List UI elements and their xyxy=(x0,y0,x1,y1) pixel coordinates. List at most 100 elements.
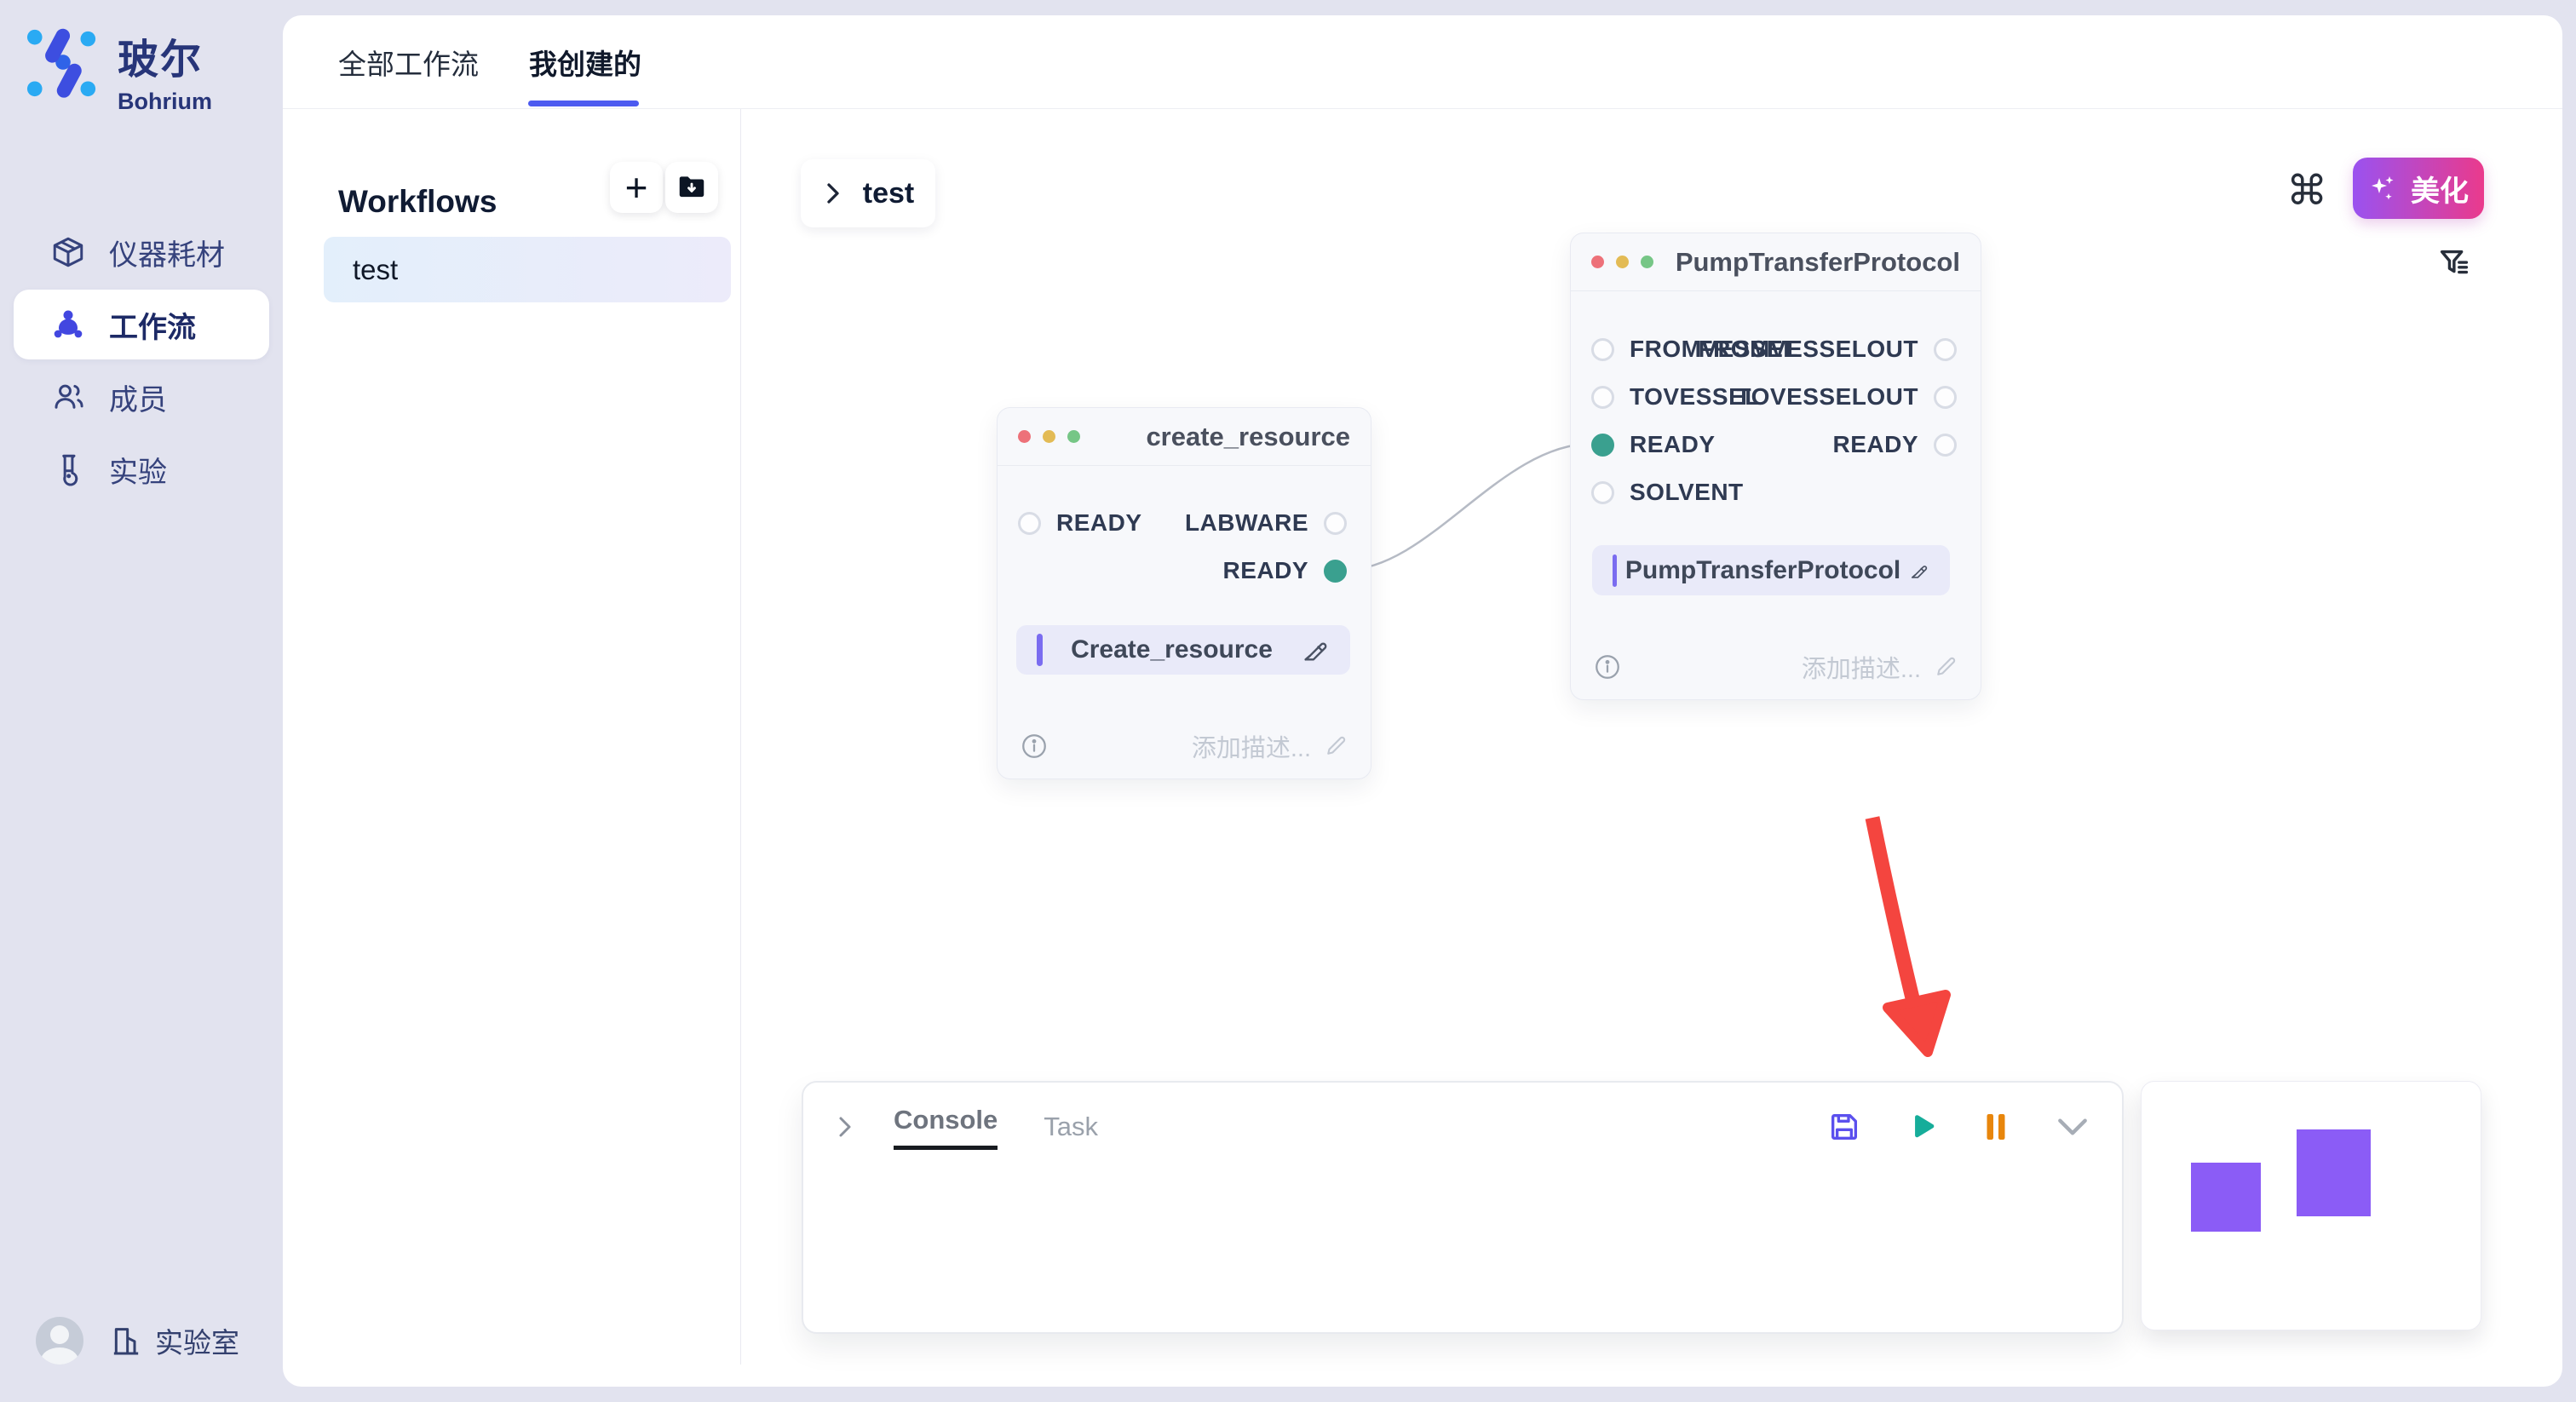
edit-icon[interactable] xyxy=(1301,635,1330,664)
port-circle[interactable] xyxy=(1934,337,1957,361)
user-avatar[interactable] xyxy=(36,1317,83,1365)
collapse-button[interactable] xyxy=(2054,1114,2091,1140)
play-icon xyxy=(1915,1115,1935,1138)
output-port-labware[interactable]: LABWARE xyxy=(1185,509,1347,537)
lab-selector[interactable]: 实验室 xyxy=(109,1320,239,1361)
node-title: create_resource xyxy=(1146,421,1350,451)
beautify-button[interactable]: 美化 xyxy=(2353,158,2484,219)
pill-label: Create_resource xyxy=(1071,635,1273,664)
beautify-label: 美化 xyxy=(2411,175,2469,208)
sidebar-item-label: 工作流 xyxy=(109,311,196,344)
port-circle-connected[interactable] xyxy=(1324,559,1347,583)
node-footer: 添加描述... xyxy=(1020,728,1348,764)
chevron-down-icon xyxy=(2058,1118,2087,1135)
active-tab-indicator xyxy=(528,101,639,106)
main-header: 全部工作流 我创建的 xyxy=(283,15,2562,109)
node-pump-transfer-protocol[interactable]: PumpTransferProtocol FROMVESSEL FROMVESS… xyxy=(1570,233,1981,700)
pill-cursor-bar xyxy=(1613,554,1617,587)
save-icon xyxy=(1831,1114,1857,1140)
sidebar-item-members[interactable]: 成员 xyxy=(14,362,269,432)
output-port-ready[interactable]: READY xyxy=(1222,557,1347,584)
breadcrumb-label: test xyxy=(862,176,915,210)
port-circle[interactable] xyxy=(1934,433,1957,457)
port-circle[interactable] xyxy=(1591,385,1614,409)
node-footer: 添加描述... xyxy=(1593,649,1958,685)
pencil-icon xyxy=(1327,736,1346,755)
port-circle-connected[interactable] xyxy=(1591,433,1614,457)
minimap-node-create-resource xyxy=(2191,1163,2261,1232)
brand-name-cn: 玻尔 xyxy=(118,37,204,83)
port-circle[interactable] xyxy=(1324,511,1347,535)
sparkles-icon xyxy=(2372,176,2394,200)
console-panel: Console Task xyxy=(802,1081,2124,1334)
green-dot-icon xyxy=(1641,256,1653,268)
port-label: LABWARE xyxy=(1184,509,1308,536)
info-icon[interactable] xyxy=(1593,652,1622,681)
input-port-solvent[interactable]: SOLVENT xyxy=(1591,479,1744,506)
output-port-fromvesselout[interactable]: FROMVESSELOUT xyxy=(1698,336,1957,363)
brand-logo: 玻尔 Bohrium xyxy=(26,26,212,115)
node-action-pill[interactable]: Create_resource xyxy=(1016,625,1350,675)
tab-all-workflows[interactable]: 全部工作流 xyxy=(338,48,479,80)
sidebar-item-experiments[interactable]: 实验 xyxy=(14,434,269,504)
run-button[interactable] xyxy=(1906,1111,1938,1143)
port-circle[interactable] xyxy=(1018,511,1041,535)
console-tab[interactable]: Console xyxy=(894,1105,998,1150)
node-header: create_resource xyxy=(998,408,1371,466)
box-icon xyxy=(49,233,87,271)
pill-label: PumpTransferProtocol xyxy=(1624,555,1901,584)
pause-icon xyxy=(1987,1114,2005,1140)
input-port-ready[interactable]: READY xyxy=(1591,431,1716,458)
test-tube-icon xyxy=(49,451,87,488)
filter-icon[interactable] xyxy=(2435,244,2475,283)
input-port-ready[interactable]: READY xyxy=(1018,509,1142,537)
chevron-right-icon[interactable] xyxy=(834,1114,856,1140)
bohrium-logo-icon xyxy=(26,28,96,98)
minimap-node-pump-transfer xyxy=(2297,1129,2371,1216)
tab-created-by-me[interactable]: 我创建的 xyxy=(529,48,641,80)
output-port-tovesselout[interactable]: TOVESSELOUT xyxy=(1737,383,1957,411)
pencil-icon xyxy=(1937,657,1956,675)
console-header: Console Task xyxy=(834,1103,2091,1151)
port-circle[interactable] xyxy=(1591,480,1614,504)
sidebar-item-workflow[interactable]: 工作流 xyxy=(14,290,269,359)
import-workflow-button[interactable] xyxy=(665,162,718,213)
add-description[interactable]: 添加描述... xyxy=(1192,728,1348,764)
port-label: SOLVENT xyxy=(1630,479,1744,505)
add-workflow-button[interactable]: + xyxy=(610,162,663,213)
minimap[interactable] xyxy=(2141,1081,2481,1330)
save-button[interactable] xyxy=(1827,1110,1861,1144)
yellow-dot-icon xyxy=(1616,256,1629,268)
port-circle[interactable] xyxy=(1591,337,1614,361)
edit-icon[interactable] xyxy=(1909,556,1929,585)
node-action-pill[interactable]: PumpTransferProtocol xyxy=(1592,545,1950,595)
pause-button[interactable] xyxy=(1982,1112,2010,1142)
green-dot-icon xyxy=(1067,430,1080,443)
canvas-breadcrumb[interactable]: test xyxy=(801,159,935,227)
sidebar-item-instruments[interactable]: 仪器耗材 xyxy=(14,217,269,287)
edge-create-to-pump xyxy=(1345,442,1592,572)
sidebar: 玻尔 Bohrium 仪器耗材 工作流 成员 实验 xyxy=(0,0,283,1402)
port-circle[interactable] xyxy=(1934,385,1957,409)
port-label: FROMVESSEL xyxy=(1630,336,1798,362)
task-tab[interactable]: Task xyxy=(1044,1112,1099,1141)
workflow-list-item-test[interactable]: test xyxy=(324,237,731,302)
sidebar-item-label: 仪器耗材 xyxy=(109,238,225,272)
console-toolbar xyxy=(1827,1110,2091,1144)
info-icon[interactable] xyxy=(1020,732,1049,761)
add-description[interactable]: 添加描述... xyxy=(1802,649,1958,685)
input-port-tovessel[interactable]: TOVESSEL xyxy=(1591,383,1760,411)
command-shortcuts-icon[interactable]: ⌘ xyxy=(2286,167,2327,215)
traffic-light-dots xyxy=(1018,430,1080,443)
input-port-fromvessel[interactable]: FROMVESSEL xyxy=(1591,336,1798,363)
node-create-resource[interactable]: create_resource READY LABWARE READY Crea… xyxy=(997,407,1371,779)
traffic-light-dots xyxy=(1591,256,1653,268)
description-placeholder: 添加描述... xyxy=(1191,735,1311,762)
description-placeholder: 添加描述... xyxy=(1801,656,1921,683)
sidebar-menu: 仪器耗材 工作流 成员 实验 xyxy=(0,215,283,507)
sidebar-footer: 实验室 xyxy=(0,1317,283,1365)
output-port-ready[interactable]: READY xyxy=(1832,431,1957,458)
port-label: TOVESSEL xyxy=(1630,383,1760,410)
node-header: PumpTransferProtocol xyxy=(1571,233,1981,291)
port-label: TOVESSELOUT xyxy=(1736,383,1918,410)
